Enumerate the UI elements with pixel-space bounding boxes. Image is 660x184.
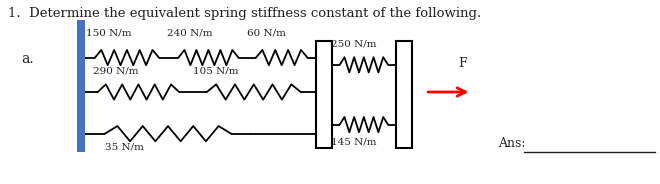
Text: 35 N/m: 35 N/m — [105, 143, 144, 152]
Text: 290 N/m: 290 N/m — [94, 67, 139, 76]
Text: F: F — [458, 57, 467, 70]
Text: 1.  Determine the equivalent spring stiffness constant of the following.: 1. Determine the equivalent spring stiff… — [8, 7, 481, 20]
Text: 105 N/m: 105 N/m — [193, 67, 239, 76]
Text: 250 N/m: 250 N/m — [331, 40, 377, 49]
Text: 60 N/m: 60 N/m — [247, 29, 285, 38]
Bar — [77, 20, 85, 152]
Text: 145 N/m: 145 N/m — [331, 137, 377, 146]
Text: Ans:: Ans: — [498, 137, 525, 150]
Bar — [315, 41, 332, 148]
Bar — [396, 41, 412, 148]
Text: 150 N/m: 150 N/m — [86, 29, 131, 38]
Text: 240 N/m: 240 N/m — [167, 29, 213, 38]
Text: a.: a. — [21, 52, 34, 66]
